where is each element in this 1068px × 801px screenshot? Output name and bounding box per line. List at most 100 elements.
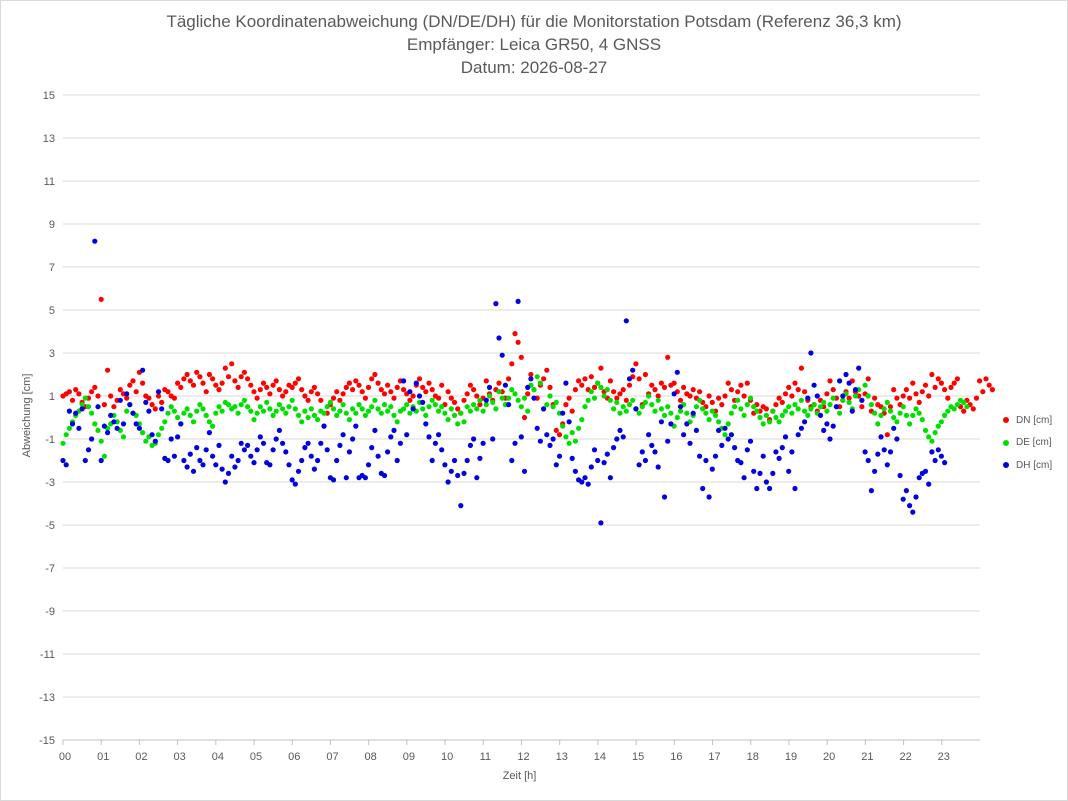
data-point-dh [216,442,222,448]
data-point-dn [89,389,95,395]
data-point-dh [283,449,289,455]
data-point-dh [365,462,372,468]
data-point-dh [267,462,273,468]
data-point-dn [884,432,890,438]
data-point-dh [486,384,493,390]
y-tick-label: 11 [44,176,55,188]
data-point-dn [464,391,470,397]
data-point-de [197,402,203,408]
data-point-de [782,408,789,414]
data-point-de [216,404,222,410]
data-point-de [194,408,200,414]
data-point-dn [763,406,770,412]
data-point-de [668,410,674,416]
data-point-de [299,419,305,425]
data-point-dh [181,457,187,464]
data-point-dn [607,378,614,384]
data-point-dh [499,352,505,358]
x-tick-label: 19 [785,751,797,763]
legend-marker-dh [1003,462,1009,469]
data-point-dh [786,468,792,474]
data-point-de [401,406,407,412]
data-point-dn [903,387,910,393]
data-point-de [623,408,629,414]
data-point-dh [480,440,486,446]
data-point-dn [270,382,276,388]
data-point-de [493,406,499,412]
data-point-dn [792,380,798,386]
data-point-dn [448,395,454,401]
data-point-dh [716,427,722,433]
data-point-dn [318,397,324,403]
data-point-dn [633,361,639,367]
data-point-de [295,412,302,418]
data-point-dh [206,430,212,436]
data-point-de [477,397,483,403]
data-point-dh [763,479,770,485]
data-point-dn [203,389,209,395]
data-point-dn [591,384,598,390]
data-point-de [101,453,107,459]
data-point-de [865,393,871,399]
data-point-dh [878,434,884,440]
data-point-de [251,417,257,423]
data-point-dn [429,387,435,393]
data-point-de [716,419,722,425]
data-point-dh [397,440,403,446]
data-point-dn [343,384,349,390]
data-point-dh [887,449,894,455]
data-point-dh [369,445,375,451]
data-point-dn [802,389,808,395]
data-point-de [795,406,801,412]
data-point-de [722,432,728,438]
data-point-dn [197,374,203,380]
data-point-de [515,397,521,403]
data-point-dn [308,389,314,395]
data-point-dh [808,350,814,356]
data-point-dh [528,376,534,382]
data-point-dh [843,371,849,378]
data-point-dn [295,376,302,382]
data-point-de [674,414,680,421]
y-tick-label: -1 [45,434,55,446]
data-point-dh [474,475,480,481]
data-point-dh [152,438,158,444]
data-point-dh [891,425,897,431]
data-point-de [467,408,473,414]
data-point-dh [614,436,620,442]
data-point-de [846,399,852,405]
data-point-dn [299,387,305,393]
data-point-dh [652,449,658,455]
data-point-de [703,410,709,416]
data-point-dh [544,432,550,438]
data-point-de [257,404,263,410]
data-point-dn [337,397,343,403]
legend-label-dn: DN [cm] [1016,414,1053,426]
data-point-de [66,425,72,431]
data-point-dh [556,453,563,459]
data-point-dh [407,389,413,395]
data-point-dh [642,457,649,464]
data-point-dh [464,457,470,464]
data-point-de [283,410,289,416]
data-point-de [891,414,897,421]
data-point-dn [541,376,547,382]
data-point-de [706,417,712,423]
data-point-de [210,423,216,429]
data-point-dh [633,406,639,412]
data-point-dh [490,436,496,442]
data-point-dh [471,436,477,442]
data-point-dn [401,387,407,393]
data-point-dn [922,382,929,388]
data-point-de [464,404,470,410]
data-point-de [200,406,206,412]
data-point-de [728,410,735,416]
data-point-de [872,410,878,416]
data-point-de [709,408,715,414]
data-point-dh [665,438,671,444]
data-point-de [171,408,177,414]
data-point-de [862,382,868,388]
data-point-de [591,395,598,401]
data-point-dh [120,421,127,427]
data-point-dh [436,432,442,438]
